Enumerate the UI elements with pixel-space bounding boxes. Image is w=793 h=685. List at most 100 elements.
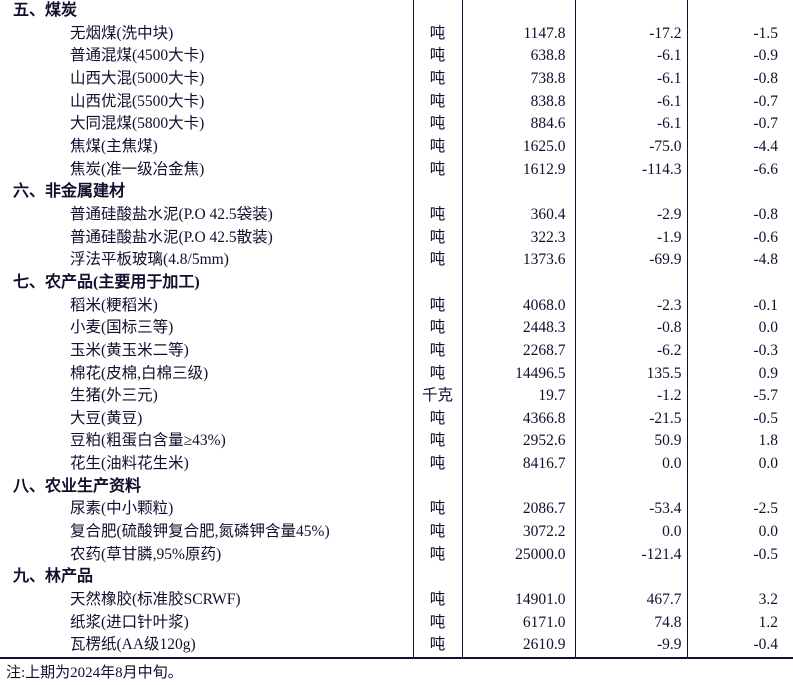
price-cell: 2610.9 <box>461 634 575 659</box>
product-name-cell: 尿素(中小颗粒) <box>70 500 174 518</box>
price-cell: 1625.0 <box>461 135 575 159</box>
price-cell <box>461 271 575 295</box>
table-row: 大同混煤(5800大卡) 吨 884.6 -6.1 -0.7 <box>0 113 793 136</box>
price-cell: 322.3 <box>461 226 575 250</box>
pct-change-cell: 0.9 <box>686 362 793 386</box>
product-name-cell: 焦煤(主焦煤) <box>70 137 158 155</box>
pct-change-cell: -4.4 <box>686 135 793 159</box>
price-cell <box>461 475 575 499</box>
table-row: 棉花(皮棉,白棉三级) 吨 14496.5 135.5 0.9 <box>0 362 793 386</box>
product-name-cell: 山西大混(5000大卡) <box>70 69 205 87</box>
change-cell: -2.9 <box>574 203 687 227</box>
price-cell: 884.6 <box>461 113 575 136</box>
unit-cell: 吨 <box>412 135 462 159</box>
change-cell: -9.9 <box>574 634 687 659</box>
pct-change-cell: 0.0 <box>686 453 793 476</box>
table-row: 山西大混(5000大卡) 吨 738.8 -6.1 -0.8 <box>0 67 793 91</box>
unit-cell: 吨 <box>412 498 462 522</box>
product-name-cell: 农药(草甘膦,95%原药) <box>70 545 222 563</box>
table-row: 纸浆(进口针叶浆) 吨 6171.0 74.8 1.2 <box>0 611 793 635</box>
unit-cell: 吨 <box>412 430 462 454</box>
footnote: 注:上期为2024年8月中旬。 <box>6 665 183 682</box>
unit-cell <box>412 566 462 590</box>
price-cell: 25000.0 <box>461 543 575 567</box>
product-name-cell: 瓦楞纸(AA级120g) <box>70 636 196 654</box>
product-name-cell: 大同混煤(5800大卡) <box>70 115 205 133</box>
change-cell: -1.9 <box>574 226 687 250</box>
product-name-cell: 天然橡胶(标准胶SCRWF) <box>70 591 241 609</box>
change-cell <box>574 181 687 204</box>
pct-change-cell: -0.7 <box>686 113 793 136</box>
price-cell: 4068.0 <box>461 294 575 318</box>
section-title: 八、农业生产资料 <box>13 477 142 495</box>
unit-cell: 吨 <box>412 453 462 476</box>
change-cell: -6.1 <box>574 113 687 136</box>
pct-change-cell: -0.7 <box>686 90 793 114</box>
pct-change-cell: -0.1 <box>686 294 793 318</box>
change-cell: 0.0 <box>574 453 687 476</box>
table-row: 农药(草甘膦,95%原药) 吨 25000.0 -121.4 -0.5 <box>0 543 793 567</box>
pct-change-cell: -0.9 <box>686 45 793 68</box>
table-row: 普通混煤(4500大卡) 吨 638.8 -6.1 -0.9 <box>0 45 793 68</box>
product-name-cell: 小麦(国标三等) <box>70 319 174 337</box>
product-name-cell: 纸浆(进口针叶浆) <box>70 613 189 631</box>
change-cell: -2.3 <box>574 294 687 318</box>
section-header-row: 六、非金属建材 <box>0 181 793 204</box>
table-row: 天然橡胶(标准胶SCRWF) 吨 14901.0 467.7 3.2 <box>0 589 793 612</box>
pct-change-cell: 0.0 <box>686 317 793 340</box>
change-cell: -75.0 <box>574 135 687 159</box>
price-cell <box>461 181 575 204</box>
price-cell: 3072.2 <box>461 521 575 544</box>
change-cell: 74.8 <box>574 611 687 635</box>
unit-cell: 吨 <box>412 589 462 612</box>
change-cell: 135.5 <box>574 362 687 386</box>
unit-cell: 吨 <box>412 203 462 227</box>
table-row: 玉米(黄玉米二等) 吨 2268.7 -6.2 -0.3 <box>0 339 793 363</box>
table-row: 复合肥(硫酸钾复合肥,氮磷钾含量45%) 吨 3072.2 0.0 0.0 <box>0 521 793 544</box>
section-header-row: 八、农业生产资料 <box>0 475 793 499</box>
unit-cell: 吨 <box>412 634 462 659</box>
unit-cell: 吨 <box>412 90 462 114</box>
change-cell <box>574 475 687 499</box>
change-cell: -6.2 <box>574 339 687 363</box>
product-name-cell: 豆粕(粗蛋白含量≥43%) <box>70 432 226 450</box>
change-cell: -17.2 <box>574 22 687 46</box>
pct-change-cell: 0.0 <box>686 521 793 544</box>
price-cell: 2952.6 <box>461 430 575 454</box>
table-row: 大豆(黄豆) 吨 4366.8 -21.5 -0.5 <box>0 407 793 431</box>
change-cell: -21.5 <box>574 407 687 431</box>
product-name-cell: 普通硅酸盐水泥(P.O 42.5袋装) <box>70 205 273 223</box>
unit-cell: 吨 <box>412 407 462 431</box>
unit-cell <box>412 475 462 499</box>
product-name-cell: 浮法平板玻璃(4.8/5mm) <box>70 251 229 269</box>
pct-cell <box>686 566 793 590</box>
change-cell: -6.1 <box>574 45 687 68</box>
pct-change-cell: -0.4 <box>686 634 793 659</box>
change-cell: -69.9 <box>574 249 687 272</box>
change-cell <box>574 0 687 23</box>
price-cell: 2086.7 <box>461 498 575 522</box>
section-title: 七、农产品(主要用于加工) <box>13 273 200 291</box>
product-name-cell: 普通硅酸盐水泥(P.O 42.5散装) <box>70 228 273 246</box>
table-row: 焦煤(主焦煤) 吨 1625.0 -75.0 -4.4 <box>0 135 793 159</box>
change-cell: -1.2 <box>574 385 687 408</box>
unit-cell: 吨 <box>412 521 462 544</box>
table-row: 瓦楞纸(AA级120g) 吨 2610.9 -9.9 -0.4 <box>0 634 793 659</box>
table-row: 尿素(中小颗粒) 吨 2086.7 -53.4 -2.5 <box>0 498 793 522</box>
change-cell <box>574 566 687 590</box>
pct-change-cell: -0.5 <box>686 543 793 567</box>
pct-change-cell: -0.6 <box>686 226 793 250</box>
price-cell: 638.8 <box>461 45 575 68</box>
product-name-cell: 大豆(黄豆) <box>70 409 143 427</box>
unit-cell: 吨 <box>412 226 462 250</box>
product-name-cell: 棉花(皮棉,白棉三级) <box>70 364 209 382</box>
product-name-cell: 稻米(粳稻米) <box>70 296 158 314</box>
section-title: 五、煤炭 <box>13 2 78 19</box>
table-row: 焦炭(准一级冶金焦) 吨 1612.9 -114.3 -6.6 <box>0 158 793 182</box>
price-cell <box>461 566 575 590</box>
product-name-cell: 无烟煤(洗中块) <box>70 24 174 42</box>
unit-cell: 吨 <box>412 543 462 567</box>
product-name-cell: 复合肥(硫酸钾复合肥,氮磷钾含量45%) <box>70 523 330 541</box>
section-title: 九、林产品 <box>13 568 94 586</box>
change-cell: -0.8 <box>574 317 687 340</box>
